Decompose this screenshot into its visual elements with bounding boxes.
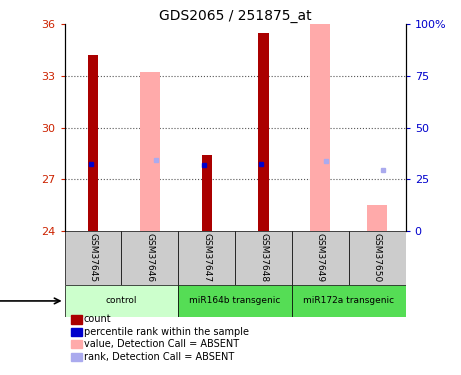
Text: miR164b transgenic: miR164b transgenic xyxy=(189,296,281,305)
Bar xyxy=(88,55,98,231)
Text: GSM37648: GSM37648 xyxy=(259,233,268,282)
Text: miR172a transgenic: miR172a transgenic xyxy=(303,296,395,305)
Bar xyxy=(292,231,349,285)
Bar xyxy=(65,285,178,317)
Title: GDS2065 / 251875_at: GDS2065 / 251875_at xyxy=(159,9,312,23)
Text: count: count xyxy=(84,315,112,324)
Text: value, Detection Call = ABSENT: value, Detection Call = ABSENT xyxy=(84,339,239,349)
Text: rank, Detection Call = ABSENT: rank, Detection Call = ABSENT xyxy=(84,352,234,362)
Bar xyxy=(349,231,406,285)
Bar xyxy=(178,231,235,285)
Bar xyxy=(140,72,160,231)
Text: GSM37646: GSM37646 xyxy=(145,233,154,282)
Bar xyxy=(310,24,331,231)
Text: GSM37647: GSM37647 xyxy=(202,233,211,282)
Text: control: control xyxy=(106,296,137,305)
Text: percentile rank within the sample: percentile rank within the sample xyxy=(84,327,249,337)
Bar xyxy=(65,231,121,285)
Bar xyxy=(292,285,406,317)
Bar xyxy=(367,205,387,231)
Bar xyxy=(121,231,178,285)
Bar xyxy=(178,285,292,317)
Text: GSM37650: GSM37650 xyxy=(373,233,382,282)
Text: GSM37645: GSM37645 xyxy=(89,233,97,282)
Bar xyxy=(259,33,269,231)
Bar xyxy=(235,231,292,285)
Bar xyxy=(201,155,212,231)
Text: GSM37649: GSM37649 xyxy=(316,233,325,282)
